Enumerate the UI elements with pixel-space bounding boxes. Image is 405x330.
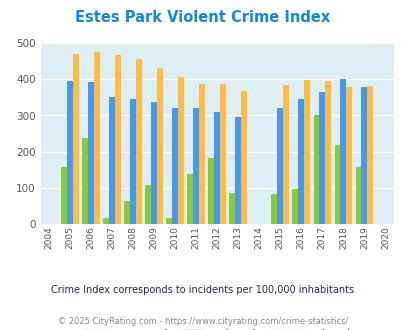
Text: Estes Park Violent Crime Index: Estes Park Violent Crime Index: [75, 10, 330, 25]
Bar: [360, 87, 367, 224]
Bar: [178, 77, 183, 224]
Bar: [229, 193, 235, 224]
Bar: [157, 68, 162, 224]
Text: Crime Index corresponds to incidents per 100,000 inhabitants: Crime Index corresponds to incidents per…: [51, 285, 354, 295]
Bar: [367, 86, 372, 224]
Bar: [103, 218, 109, 224]
Bar: [115, 55, 121, 224]
Bar: [193, 108, 198, 224]
Bar: [271, 194, 277, 224]
Bar: [345, 87, 351, 224]
Bar: [166, 218, 172, 224]
Bar: [187, 174, 193, 224]
Bar: [88, 82, 94, 224]
Bar: [67, 81, 73, 224]
Bar: [303, 80, 309, 224]
Bar: [324, 82, 330, 224]
Bar: [355, 167, 360, 224]
Bar: [198, 84, 205, 224]
Bar: [220, 84, 226, 224]
Bar: [109, 97, 115, 224]
Bar: [124, 201, 130, 224]
Bar: [136, 59, 142, 224]
Bar: [298, 99, 303, 224]
Bar: [208, 158, 214, 224]
Bar: [130, 99, 136, 224]
Bar: [214, 112, 220, 224]
Bar: [277, 108, 283, 224]
Bar: [151, 102, 157, 224]
Bar: [73, 54, 79, 224]
Bar: [145, 185, 151, 224]
Bar: [339, 79, 345, 224]
Bar: [292, 189, 298, 224]
Legend: Estes Park, Colorado, National: Estes Park, Colorado, National: [78, 325, 355, 330]
Bar: [313, 115, 319, 224]
Bar: [241, 91, 247, 224]
Bar: [61, 167, 67, 224]
Bar: [82, 138, 88, 224]
Bar: [334, 145, 339, 224]
Bar: [94, 52, 100, 224]
Bar: [319, 92, 324, 224]
Text: © 2025 CityRating.com - https://www.cityrating.com/crime-statistics/: © 2025 CityRating.com - https://www.city…: [58, 317, 347, 326]
Bar: [172, 108, 178, 224]
Bar: [283, 85, 288, 224]
Bar: [235, 117, 241, 224]
